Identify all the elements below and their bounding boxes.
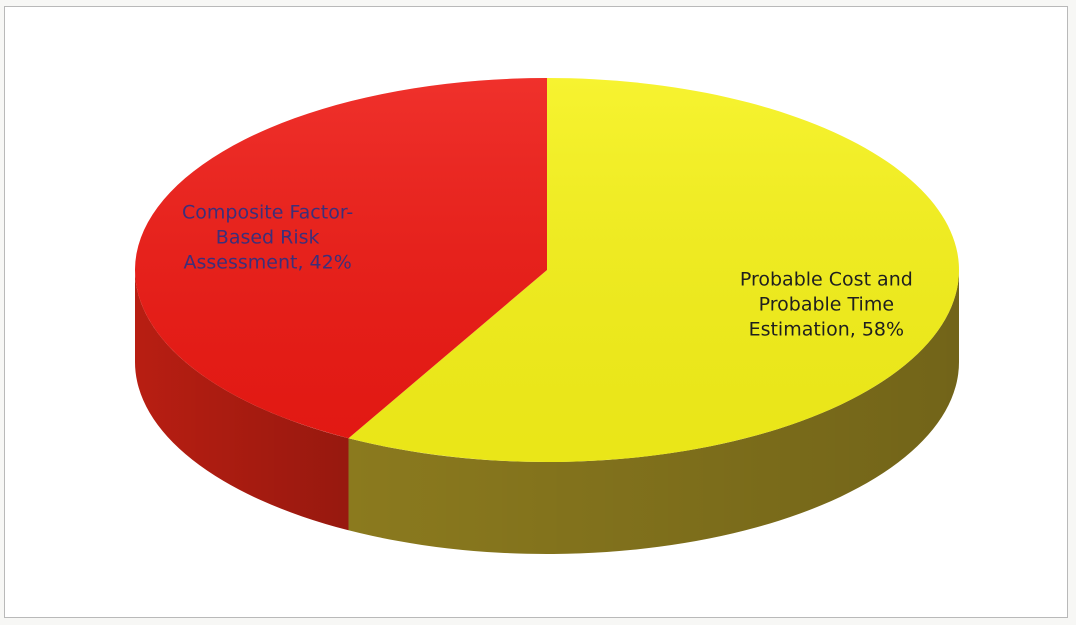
- data-label-line: Composite Factor-: [182, 202, 353, 224]
- pie-data-labels: Probable Cost and Probable Time Estimation…: [182, 202, 913, 341]
- pie-slice-sheen: [348, 78, 959, 462]
- pie-side-shade: [348, 270, 960, 554]
- pie-side-shade: [134, 270, 349, 531]
- data-label-line: Probable Time: [759, 293, 894, 315]
- data-label-line: Based Risk: [216, 227, 320, 249]
- pie-side-walls: [134, 270, 960, 554]
- pie-top-faces: [134, 78, 959, 462]
- data-label-line: Estimation, 58%: [749, 318, 905, 340]
- data-label-line: Probable Cost and: [740, 268, 913, 290]
- data-label-probable-cost-and-probable-time-estimation: Probable Cost and Probable Time Estimation…: [740, 268, 913, 340]
- data-label-composite-factor-based-risk-assessment: Composite Factor- Based Risk Assessment, 4…: [182, 202, 353, 274]
- pie-slice-sheen: [134, 78, 547, 439]
- data-label-line: Assessment, 42%: [184, 252, 352, 274]
